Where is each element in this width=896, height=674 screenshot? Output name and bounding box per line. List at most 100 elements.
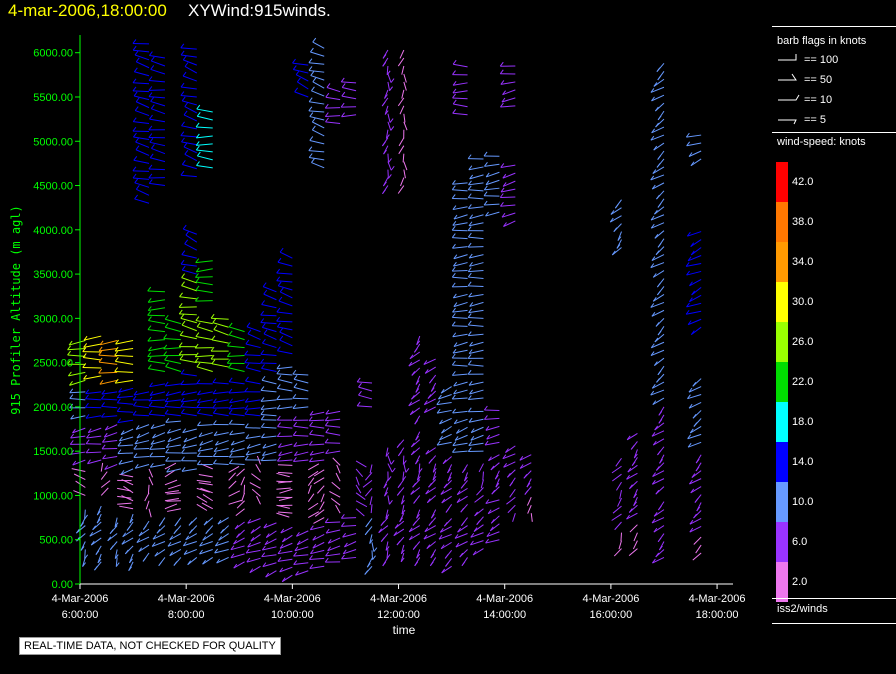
wind-barb-flag <box>325 428 330 433</box>
colorbar-label: 26.0 <box>792 336 814 348</box>
wind-barb <box>650 214 665 221</box>
wind-barb-flag <box>655 489 660 495</box>
wind-barb <box>136 61 150 69</box>
wind-barb <box>296 538 309 546</box>
wind-barb <box>402 471 405 481</box>
wind-barb-flag <box>438 394 442 400</box>
wind-barb-flag <box>455 542 460 548</box>
wind-barb-flag <box>452 221 457 226</box>
colorbar-row: 30.0 <box>772 282 896 322</box>
wind-barb <box>196 165 213 169</box>
flag-50-label: == 50 <box>804 74 833 86</box>
wind-barb-flag <box>228 377 233 383</box>
wind-barb-flag <box>485 180 490 186</box>
wind-barb-flag <box>198 432 203 437</box>
wind-barb <box>133 455 150 458</box>
wind-barb <box>611 473 622 482</box>
wind-barb <box>506 496 516 505</box>
wind-barb-flag <box>452 59 457 65</box>
wind-barb <box>385 129 389 139</box>
wind-barb-flag <box>184 102 189 107</box>
wind-barb <box>500 188 516 193</box>
wind-barb <box>181 277 197 284</box>
wind-barb <box>195 320 213 325</box>
wind-barb-flag <box>502 90 506 95</box>
wind-barb <box>98 354 118 357</box>
wind-barb <box>245 343 261 349</box>
flag-5-glyph <box>778 119 797 125</box>
wind-barb <box>151 541 166 547</box>
wind-barb <box>335 504 341 514</box>
wind-barb <box>440 541 452 550</box>
wind-barb-flag <box>181 390 186 396</box>
wind-barb-flag <box>378 528 383 533</box>
wind-barb-flag <box>188 521 193 526</box>
wind-barb <box>452 325 468 327</box>
wind-barb <box>309 425 325 429</box>
wind-barb <box>245 427 261 429</box>
wind-barb-flag <box>686 270 690 276</box>
wind-barb-flag <box>418 468 423 473</box>
wind-barb-flag <box>439 419 443 425</box>
wind-barb <box>469 349 484 354</box>
wind-barb-flag <box>455 429 460 434</box>
wind-barb-flag <box>195 273 199 278</box>
wind-barb-flag <box>228 388 233 394</box>
wind-barb <box>384 105 389 115</box>
wind-barb <box>197 391 213 396</box>
wind-barb-flag <box>69 394 74 399</box>
wind-barb <box>329 490 341 498</box>
wind-barb <box>436 401 452 406</box>
wind-barb <box>470 540 484 546</box>
wind-barb-flag <box>234 524 239 530</box>
wind-barb-flag <box>469 262 473 267</box>
wind-barb <box>183 541 197 547</box>
wind-barb-flag <box>260 410 265 415</box>
wind-barb <box>261 435 277 439</box>
wind-barb <box>167 436 182 443</box>
wind-barb-flag <box>69 403 74 409</box>
wind-barb <box>355 460 367 468</box>
wind-barb <box>469 389 484 395</box>
wind-barb <box>437 441 452 446</box>
wind-barb-flag <box>394 524 399 529</box>
y-tick-label: 2500.00 <box>33 358 73 370</box>
wind-barb <box>358 386 373 392</box>
wind-barb-flag <box>467 232 472 238</box>
wind-barb-flag <box>245 339 250 345</box>
wind-barb <box>402 153 405 163</box>
wind-barb-flag <box>87 428 92 433</box>
wind-barb <box>246 557 261 563</box>
wind-barb-flag <box>651 480 656 485</box>
wind-barb-flag <box>650 263 655 268</box>
wind-barb <box>650 174 665 181</box>
wind-barb-flag <box>410 442 415 448</box>
wind-barb <box>626 433 638 441</box>
wind-barb-flag <box>69 381 73 386</box>
wind-barb <box>485 539 500 544</box>
wind-barb-flag <box>426 544 431 549</box>
wind-barb-flag <box>658 419 663 424</box>
wind-barb-flag <box>398 451 402 457</box>
wind-barb-flag <box>309 549 314 554</box>
wind-barb-flag <box>308 153 313 158</box>
wind-barb-flag <box>276 307 281 313</box>
wind-barb <box>651 309 665 317</box>
wind-barb <box>100 471 108 480</box>
wind-barb-flag <box>210 354 215 360</box>
colorbar-swatch <box>776 442 788 482</box>
wind-barb-flag <box>109 529 114 535</box>
wind-barb-flag <box>425 449 430 455</box>
wind-barb-flag <box>277 375 282 380</box>
x-tick-date-label: 4-Mar-2006 <box>158 593 215 605</box>
wind-barb <box>85 406 102 409</box>
wind-barb-flag <box>369 539 374 544</box>
wind-barb <box>424 406 436 414</box>
wind-barb <box>432 471 437 481</box>
wind-barb <box>473 524 484 532</box>
wind-barb-flag <box>158 521 163 527</box>
wind-barb-flag <box>453 381 458 387</box>
wind-barb <box>401 505 405 515</box>
wind-barb <box>115 340 134 345</box>
wind-barb-flag <box>148 76 153 81</box>
